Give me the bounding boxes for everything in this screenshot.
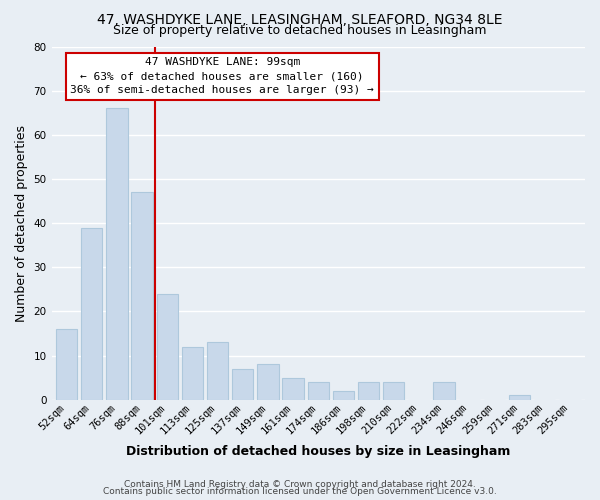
Text: 47 WASHDYKE LANE: 99sqm
← 63% of detached houses are smaller (160)
36% of semi-d: 47 WASHDYKE LANE: 99sqm ← 63% of detache… (70, 57, 374, 95)
Bar (333, 391, 354, 400)
Text: Size of property relative to detached houses in Leasingham: Size of property relative to detached ho… (113, 24, 487, 37)
Bar (358, 382, 379, 400)
Bar (207, 342, 229, 400)
Bar (131, 192, 153, 400)
Bar (308, 382, 329, 400)
Bar (232, 369, 253, 400)
Bar (56, 329, 77, 400)
Y-axis label: Number of detached properties: Number of detached properties (15, 124, 28, 322)
Bar (383, 382, 404, 400)
Bar (509, 396, 530, 400)
X-axis label: Distribution of detached houses by size in Leasingham: Distribution of detached houses by size … (126, 444, 511, 458)
Bar (257, 364, 278, 400)
Bar (433, 382, 455, 400)
Text: 47, WASHDYKE LANE, LEASINGHAM, SLEAFORD, NG34 8LE: 47, WASHDYKE LANE, LEASINGHAM, SLEAFORD,… (97, 12, 503, 26)
Text: Contains HM Land Registry data © Crown copyright and database right 2024.: Contains HM Land Registry data © Crown c… (124, 480, 476, 489)
Bar (182, 347, 203, 400)
Bar (106, 108, 128, 400)
Bar (81, 228, 103, 400)
Bar (283, 378, 304, 400)
Text: Contains public sector information licensed under the Open Government Licence v3: Contains public sector information licen… (103, 487, 497, 496)
Bar (157, 294, 178, 400)
